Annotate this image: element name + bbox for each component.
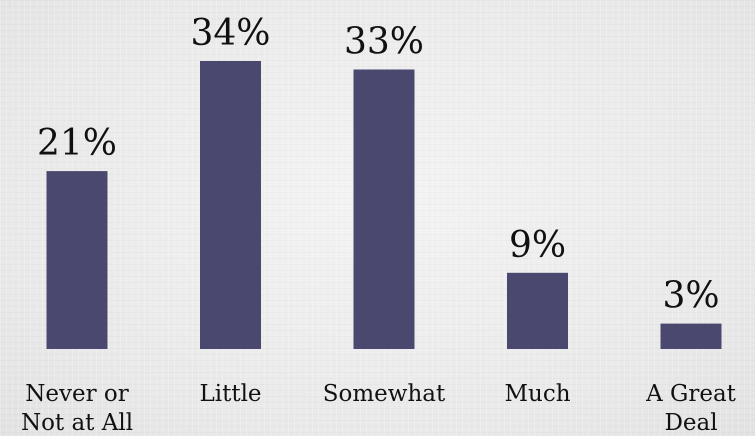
- category-label-4-line-1: Deal: [664, 410, 717, 436]
- category-labels-group: Never or Not at All Little Somewhat Much A Gr…: [21, 381, 737, 436]
- bars-group: [46, 61, 722, 349]
- bar-value-label-4: 3%: [662, 276, 719, 317]
- bar-1: [200, 61, 261, 349]
- category-label-3-line-0: Much: [504, 381, 570, 407]
- category-label-4-line-0: A Great: [645, 381, 737, 407]
- bar-2: [353, 69, 415, 349]
- category-label-2-line-0: Somewhat: [323, 381, 446, 407]
- bar-value-label-3: 9%: [509, 225, 566, 266]
- bar-3: [507, 272, 568, 349]
- category-label-1-line-0: Little: [199, 381, 261, 407]
- bar-value-label-1: 34%: [190, 13, 270, 54]
- category-label-0-line-1: Not at All: [21, 410, 133, 436]
- value-labels-group: 21% 34% 33% 9% 3%: [37, 13, 720, 317]
- bar-0: [46, 171, 108, 349]
- bar-value-label-0: 21%: [37, 123, 117, 164]
- bar-4: [660, 323, 722, 349]
- category-label-0-line-0: Never or: [25, 381, 129, 407]
- bar-value-label-2: 33%: [344, 22, 424, 63]
